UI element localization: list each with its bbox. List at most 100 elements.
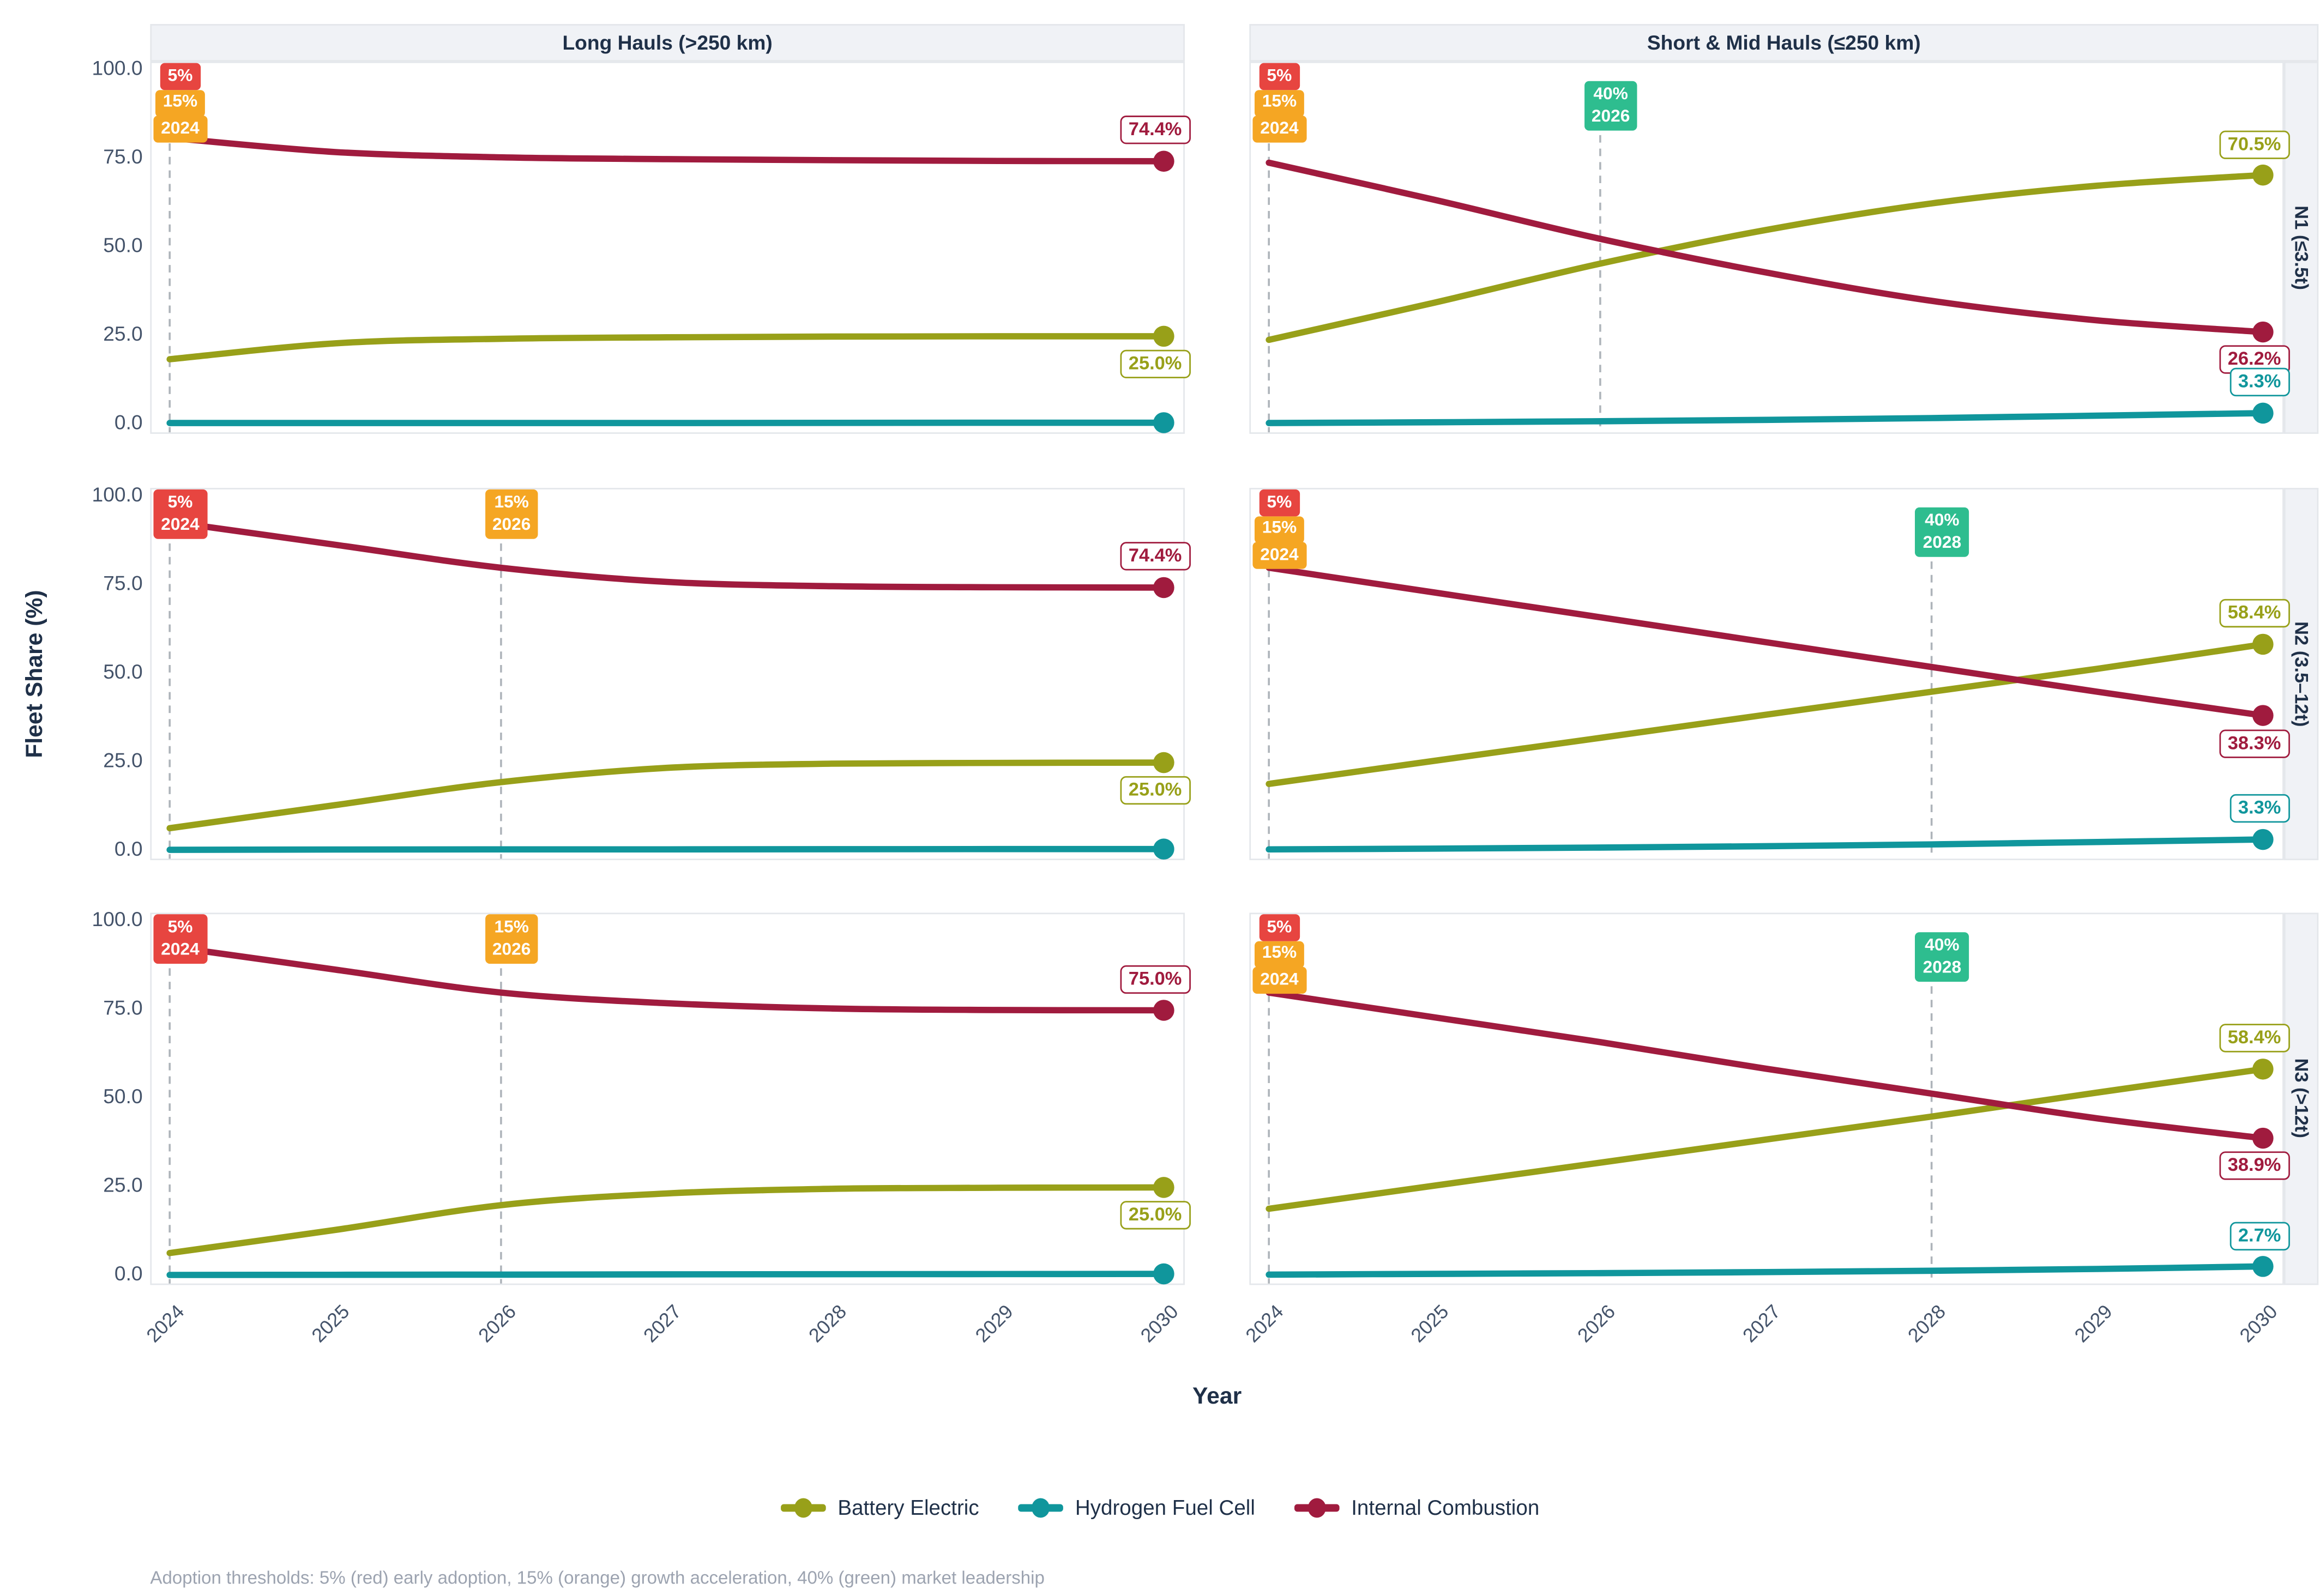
series-line-internal-combustion: [166, 135, 1167, 165]
threshold-badge: 5% 2024: [153, 489, 207, 539]
facet-column-title: Short & Mid Hauls (≤250 km): [1647, 31, 1921, 55]
legend-label: Battery Electric: [837, 1495, 979, 1520]
chart-panel: [150, 912, 1185, 1285]
series-end-dot: [1153, 577, 1174, 598]
threshold-badge: 40% 2028: [1915, 507, 1969, 557]
threshold-badge: 5%: [1259, 63, 1300, 90]
series-line-battery-electric: [1266, 172, 2267, 343]
chart-panel: [150, 61, 1185, 434]
x-axis-tick-label: 2030: [2235, 1300, 2282, 1347]
chart-panel: [1249, 912, 2284, 1285]
y-axis-tick-label: 75.0: [103, 996, 143, 1019]
end-value-label: 38.9%: [2219, 1151, 2290, 1181]
x-axis-tick-label: 2027: [638, 1300, 686, 1347]
end-value-label: 25.0%: [1119, 776, 1191, 805]
y-axis-tick-label: 100.0: [92, 57, 143, 80]
y-axis-tick-label: 0.0: [114, 1262, 143, 1285]
x-axis-tick-label: 2025: [308, 1300, 354, 1347]
legend-label: Internal Combustion: [1351, 1495, 1540, 1520]
legend-item-battery-electric: Battery Electric: [780, 1495, 979, 1520]
facet-row-title: N3 (>12t): [2291, 1059, 2312, 1139]
end-value-label: 3.3%: [2229, 368, 2290, 397]
panel-plot-svg: [166, 943, 1174, 1285]
panel-plot-svg: [1266, 135, 2274, 433]
series-end-dot: [2252, 1256, 2274, 1277]
end-value-label: 74.4%: [1119, 116, 1191, 145]
end-value-label: 25.0%: [1119, 349, 1191, 379]
legend: Battery Electric Hydrogen Fuel Cell Intern…: [0, 1495, 2320, 1519]
y-axis-tick-label: 75.0: [103, 572, 143, 595]
series-line-hydrogen-fuel-cell: [166, 419, 1167, 426]
series-line-internal-combustion: [1266, 159, 2267, 335]
series-end-dot: [2252, 1059, 2274, 1080]
series-end-dot: [1153, 325, 1174, 347]
series-line-battery-electric: [166, 333, 1167, 362]
panel-plot-svg: [166, 135, 1174, 433]
end-value-label: 70.5%: [2219, 130, 2290, 159]
end-value-label: 74.4%: [1119, 542, 1191, 571]
y-axis-tick-label: 50.0: [103, 1085, 143, 1108]
threshold-badge: 15%: [1254, 516, 1304, 543]
threshold-badge: 15% 2026: [485, 914, 539, 964]
x-axis-tick-label: 2029: [970, 1300, 1017, 1347]
series-end-dot: [1153, 1000, 1174, 1021]
x-axis-tick-label: 2030: [1136, 1300, 1183, 1347]
threshold-badge: 2024: [1252, 966, 1306, 994]
series-line-battery-electric: [166, 759, 1167, 832]
series-end-dot: [2252, 402, 2274, 424]
end-value-label: 2.7%: [2229, 1221, 2290, 1250]
legend-line-dot-marker: [1018, 1497, 1063, 1518]
series-line-hydrogen-fuel-cell: [166, 1271, 1167, 1278]
x-axis-tick-label: 2028: [1903, 1300, 1951, 1347]
y-axis-tick-label: 100.0: [92, 908, 143, 931]
series-end-dot: [2252, 705, 2274, 726]
chart-panel: [150, 488, 1185, 861]
threshold-badge: 2024: [1252, 116, 1306, 143]
x-axis-tick-label: 2029: [2069, 1300, 2117, 1347]
series-end-dot: [1153, 1177, 1174, 1198]
series-end-dot: [1153, 412, 1174, 433]
legend-item-hydrogen-fuel-cell: Hydrogen Fuel Cell: [1018, 1495, 1255, 1519]
series-end-dot: [2252, 633, 2274, 655]
threshold-badge: 5%: [1259, 914, 1300, 941]
x-axis-tick-label: 2026: [473, 1300, 520, 1347]
panel-plot-svg: [1266, 986, 2274, 1284]
legend-label: Hydrogen Fuel Cell: [1075, 1495, 1255, 1520]
legend-line-dot-marker: [780, 1497, 826, 1518]
series-end-dot: [2252, 164, 2274, 186]
y-axis-tick-label: 75.0: [103, 146, 143, 168]
x-axis-tick-label: 2028: [804, 1300, 852, 1347]
threshold-badge: 15%: [1254, 940, 1304, 968]
series-end-dot: [1153, 150, 1174, 172]
threshold-badge: 15%: [1254, 89, 1304, 117]
y-axis-tick-label: 0.0: [114, 411, 143, 434]
threshold-badge: 2024: [1252, 542, 1306, 569]
series-line-battery-electric: [1266, 1066, 2267, 1212]
facet-row-title: N2 (3.5–12t): [2291, 621, 2312, 727]
series-end-dot: [2252, 1127, 2274, 1149]
end-value-label: 25.0%: [1119, 1201, 1191, 1230]
caption: Adoption thresholds: 5% (red) early adop…: [150, 1567, 1045, 1588]
y-axis-tick-label: 25.0: [103, 1174, 143, 1196]
facet-row-strip-n3: N3 (>12t): [2283, 912, 2319, 1285]
legend-line-dot-marker: [1294, 1497, 1340, 1518]
threshold-badge: 5%: [160, 63, 201, 90]
threshold-badge: 5% 2024: [153, 914, 207, 964]
series-line-hydrogen-fuel-cell: [1266, 836, 2267, 853]
series-line-battery-electric: [166, 1184, 1167, 1256]
series-end-dot: [1153, 1263, 1174, 1285]
series-line-internal-combustion: [1266, 564, 2267, 719]
threshold-badge: 40% 2028: [1915, 932, 1969, 982]
threshold-badge: 5%: [1259, 489, 1300, 517]
series-line-battery-electric: [1266, 641, 2267, 787]
y-axis-tick-label: 25.0: [103, 323, 143, 346]
panel-plot-svg: [166, 518, 1174, 860]
y-axis-tick-label: 0.0: [114, 837, 143, 861]
x-axis-tick-label: 2026: [1572, 1300, 1619, 1347]
legend-item-internal-combustion: Internal Combustion: [1294, 1495, 1540, 1520]
y-axis-tick-label: 100.0: [92, 483, 143, 506]
x-axis-title: Year: [1192, 1384, 1242, 1410]
series-line-internal-combustion: [1266, 989, 2267, 1141]
series-end-dot: [1153, 838, 1174, 860]
